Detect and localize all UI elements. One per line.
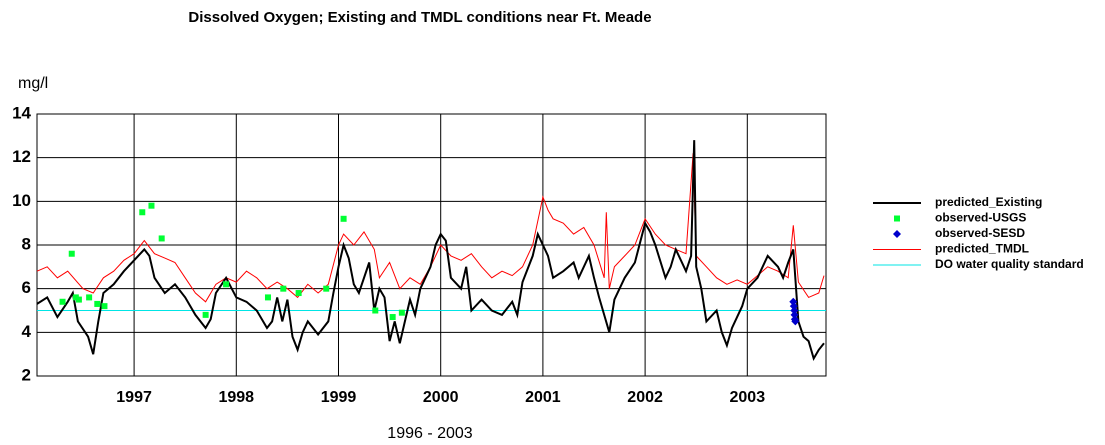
- y-axis-label: mg/l: [18, 75, 48, 92]
- legend-label: predicted_TMDL: [935, 242, 1029, 256]
- x-tick-label: 1999: [321, 389, 357, 406]
- y-tick-label: 2: [22, 365, 31, 384]
- data-point: [340, 215, 347, 222]
- data-point: [59, 298, 66, 305]
- data-point: [139, 209, 146, 216]
- y-tick-label: 8: [22, 234, 31, 253]
- data-point: [68, 250, 75, 257]
- x-tick-label: 2002: [627, 389, 663, 406]
- chart-title: Dissolved Oxygen; Existing and TMDL cond…: [188, 9, 651, 26]
- legend-label: observed-USGS: [935, 211, 1026, 225]
- series-line: [36, 140, 825, 362]
- legend-swatch: [893, 230, 901, 238]
- data-point: [790, 306, 799, 315]
- x-tick-label: 2001: [525, 389, 561, 406]
- data-point: [790, 310, 799, 319]
- data-point: [202, 311, 209, 318]
- data-point: [295, 290, 302, 297]
- data-point: [94, 300, 101, 307]
- data-point: [398, 309, 405, 316]
- x-tick-label: 1998: [218, 389, 254, 406]
- data-point: [389, 314, 396, 321]
- data-point: [148, 202, 155, 209]
- plot-frame: [36, 113, 827, 377]
- y-tick-label: 4: [22, 322, 32, 341]
- data-point: [158, 235, 165, 242]
- legend-label: DO water quality standard: [935, 257, 1084, 271]
- x-tick-label: 1997: [116, 389, 152, 406]
- data-point: [72, 294, 79, 301]
- y-tick-label: 12: [12, 147, 31, 166]
- series-line: [36, 153, 825, 303]
- legend-label: predicted_Existing: [935, 195, 1042, 209]
- x-axis-label: 1996 - 2003: [387, 425, 473, 442]
- data-point: [280, 285, 287, 292]
- legend-label: observed-SESD: [935, 226, 1025, 240]
- data-point: [372, 307, 379, 314]
- data-point: [791, 317, 800, 326]
- x-tick-label: 2000: [423, 389, 459, 406]
- data-point: [75, 296, 82, 303]
- data-point: [101, 303, 108, 310]
- data-point: [264, 294, 271, 301]
- y-tick-label: 14: [12, 103, 31, 122]
- legend-swatch: [894, 215, 900, 222]
- data-point: [223, 281, 230, 288]
- y-tick-label: 10: [12, 191, 31, 210]
- data-point: [323, 285, 330, 292]
- x-tick-label: 2003: [730, 389, 766, 406]
- y-tick-label: 6: [22, 278, 31, 297]
- data-point: [86, 294, 93, 301]
